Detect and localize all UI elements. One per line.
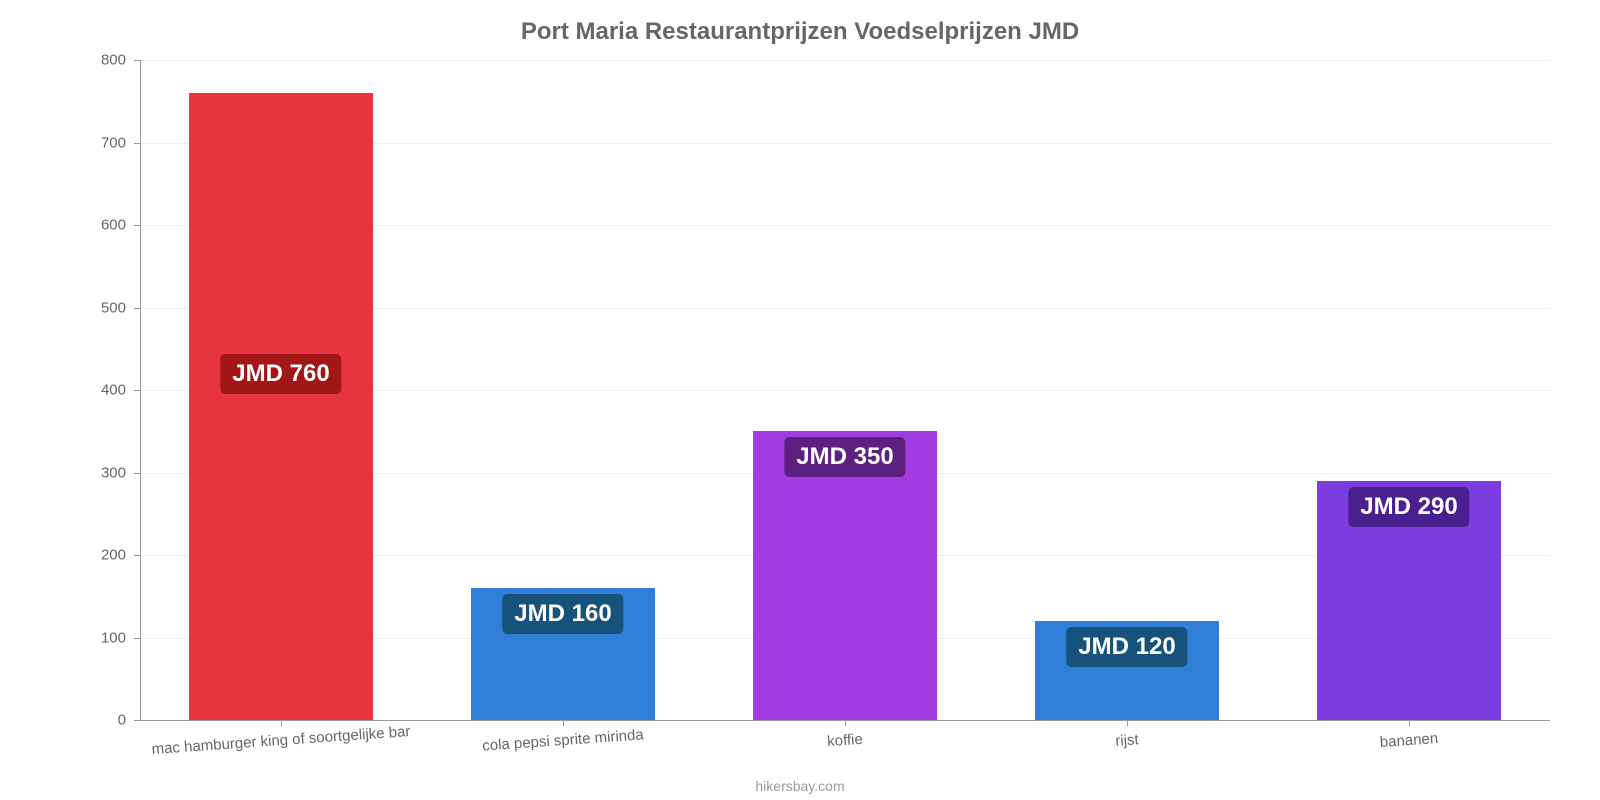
- gridline: [140, 60, 1550, 61]
- chart-container: Port Maria Restaurantprijzen Voedselprij…: [0, 0, 1600, 800]
- y-tick-label: 100: [101, 629, 126, 646]
- x-tick-mark: [845, 720, 846, 726]
- y-tick-label: 700: [101, 134, 126, 151]
- x-tick-label: bananen: [1379, 730, 1438, 751]
- bar: JMD 160: [471, 588, 654, 720]
- bar-value-label: JMD 350: [784, 437, 905, 477]
- bar-value-label: JMD 160: [502, 594, 623, 634]
- y-tick-label: 200: [101, 547, 126, 564]
- y-tick-label: 600: [101, 217, 126, 234]
- bar: JMD 290: [1317, 481, 1500, 720]
- y-tick-label: 500: [101, 299, 126, 316]
- x-tick-label: rijst: [1115, 731, 1139, 750]
- x-tick-mark: [563, 720, 564, 726]
- plot-area: 0100200300400500600700800JMD 760mac hamb…: [140, 60, 1550, 720]
- bar-value-label: JMD 760: [220, 354, 341, 394]
- x-tick-mark: [281, 720, 282, 726]
- x-tick-mark: [1409, 720, 1410, 726]
- bar: JMD 760: [189, 93, 372, 720]
- x-tick-label: cola pepsi sprite mirinda: [482, 726, 645, 754]
- x-tick-label: mac hamburger king of soortgelijke bar: [151, 723, 411, 758]
- y-tick-label: 0: [118, 712, 126, 729]
- y-tick-label: 300: [101, 464, 126, 481]
- bar-value-label: JMD 290: [1348, 487, 1469, 527]
- bar-rect: [189, 93, 372, 720]
- attribution-text: hikersbay.com: [0, 778, 1600, 794]
- y-axis: [140, 60, 141, 720]
- y-tick-label: 800: [101, 52, 126, 69]
- chart-title: Port Maria Restaurantprijzen Voedselprij…: [0, 18, 1600, 46]
- bar-value-label: JMD 120: [1066, 627, 1187, 667]
- y-tick-label: 400: [101, 382, 126, 399]
- x-tick-label: koffie: [827, 731, 864, 750]
- bar: JMD 120: [1035, 621, 1218, 720]
- bar: JMD 350: [753, 431, 936, 720]
- x-tick-mark: [1127, 720, 1128, 726]
